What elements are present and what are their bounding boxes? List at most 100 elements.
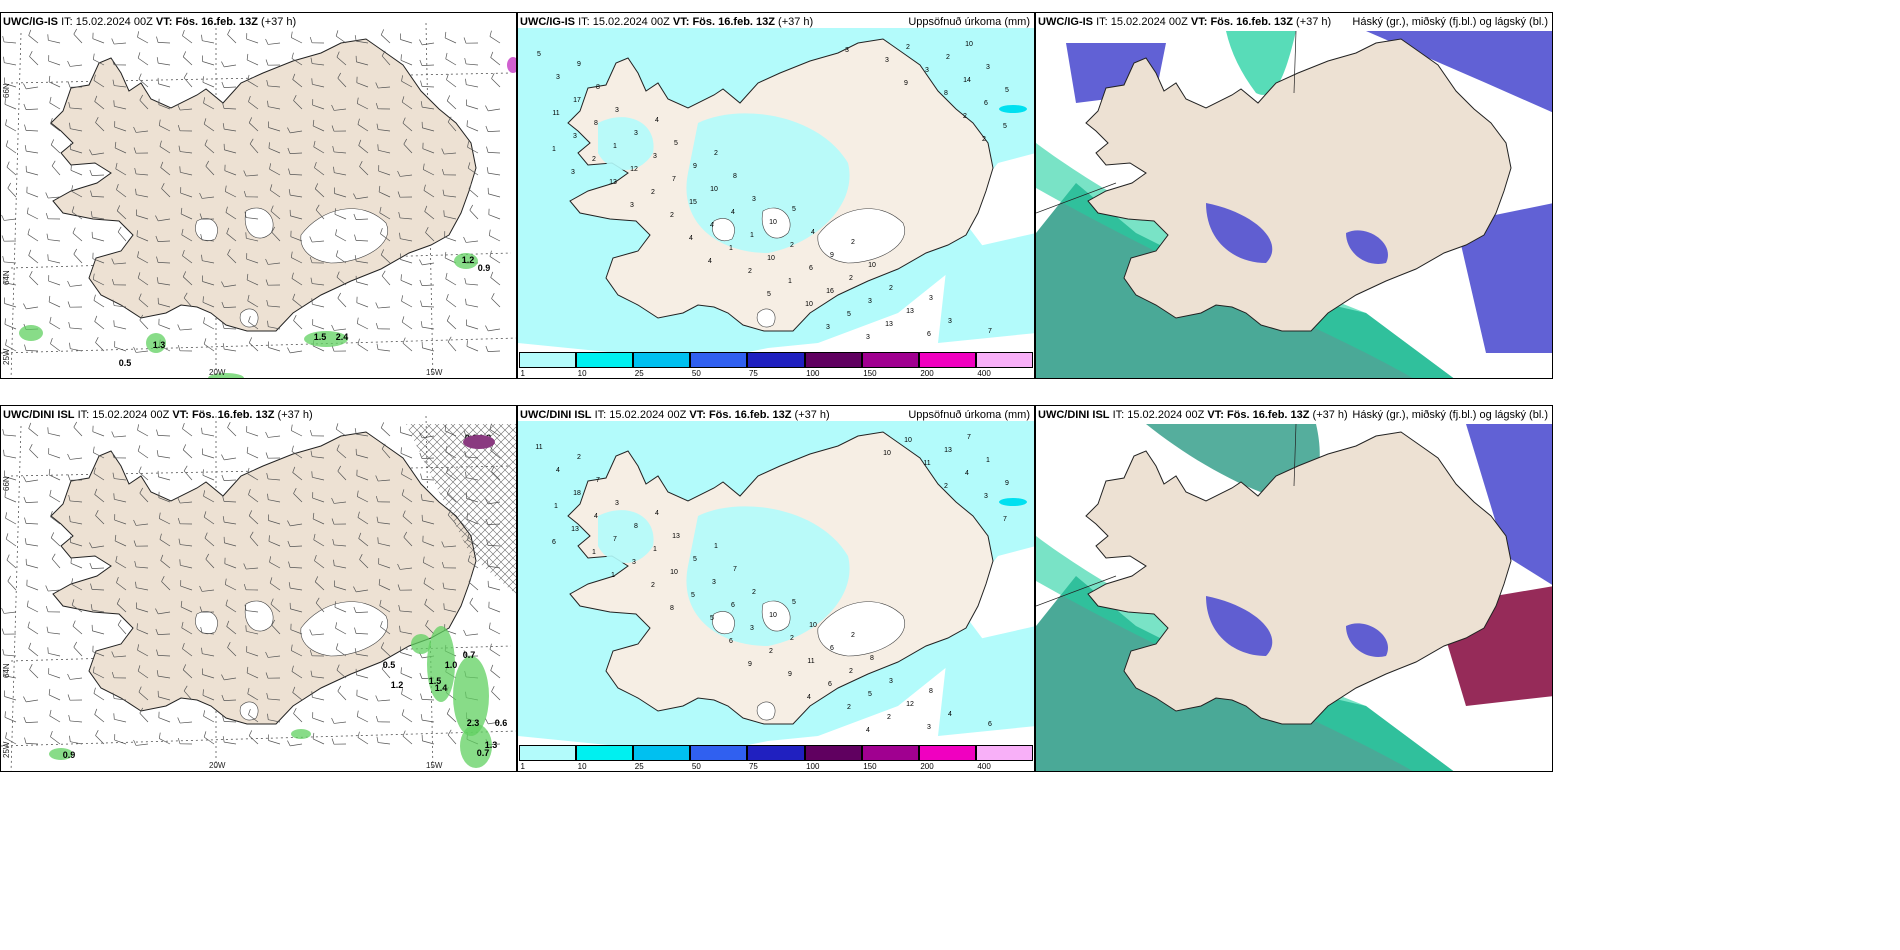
lon-label-15w: 15W	[426, 368, 443, 377]
precip-value: 13	[672, 533, 680, 540]
vt-label: VT:	[689, 409, 706, 421]
precip-value: 18	[573, 490, 581, 497]
precip-value: 1	[788, 278, 792, 285]
colorbar-swatch	[519, 352, 577, 368]
lat-label-66n: 66N	[2, 476, 11, 491]
precip-value: 10	[965, 41, 973, 48]
precip-value: 13	[885, 321, 893, 328]
precip-value: 3	[556, 74, 560, 81]
precip-value: 11	[552, 110, 559, 117]
precip-value: 1	[750, 232, 754, 239]
colorbar-swatch	[690, 745, 748, 761]
precip-value: 1	[653, 546, 657, 553]
it-time: 15.02.2024 00Z	[609, 409, 687, 421]
colorbar-tick: 50	[691, 369, 701, 378]
wind-precip-label: 0.6	[495, 718, 508, 728]
map-panel-precip-dini[interactable]: UWC/DINI ISL IT: 15.02.2024 00Z VT: Fös.…	[517, 405, 1035, 772]
precip-value: 3	[712, 579, 716, 586]
precip-value: 1	[714, 543, 718, 550]
precip-value: 3	[868, 298, 872, 305]
lon-label-20w: 20W	[209, 368, 226, 377]
precip-value: 12	[630, 166, 638, 173]
colorbar-swatch	[804, 352, 862, 368]
it-label: IT:	[578, 16, 590, 28]
panel-title-precip: Uppsöfnuð úrkoma (mm)	[908, 16, 1030, 28]
lead-time: (+37 h)	[794, 409, 830, 421]
precip-value: 8	[670, 605, 674, 612]
precip-value: 9	[693, 163, 697, 170]
precip-value: 10	[670, 569, 678, 576]
vt-time: Fös. 16.feb. 13Z	[191, 409, 275, 421]
vt-label: VT:	[155, 16, 173, 28]
precip-value: 13	[609, 179, 617, 186]
precip-value: 3	[653, 153, 657, 160]
model-name: UWC/IG-IS	[1038, 16, 1093, 28]
map-panel-wind-igis[interactable]: UWC/IG-IS IT: 15.02.2024 00Z VT: Fös. 16…	[0, 12, 517, 379]
precip-value: 6	[927, 331, 931, 338]
lead-time: (+37 h)	[261, 16, 297, 28]
precip-value: 6	[830, 645, 834, 652]
model-name: UWC/DINI ISL	[520, 409, 592, 421]
precip-colorbar: 1 10 25 50 75 100 150 200 400	[519, 745, 1033, 771]
precip-value: 4	[948, 711, 952, 718]
precip-value: 3	[634, 130, 638, 137]
precip-value: 13	[906, 308, 914, 315]
model-name: UWC/IG-IS	[520, 16, 575, 28]
map-panel-precip-igis[interactable]: UWC/IG-IS IT: 15.02.2024 00Z VT: Fös. 16…	[517, 12, 1035, 379]
precip-value: 3	[929, 295, 933, 302]
precip-value: 10	[904, 437, 912, 444]
wind-precip-label: 1.2	[462, 255, 475, 265]
vt-time: Fös. 16.feb. 13Z	[175, 16, 258, 28]
precip-value: 3	[752, 196, 756, 203]
precip-value: 6	[729, 638, 733, 645]
wind-precip-label: 1.3	[153, 340, 166, 350]
vt-label: VT:	[672, 16, 690, 28]
wind-precip-label: 0.9	[63, 750, 76, 760]
precip-value: 7	[672, 176, 676, 183]
precip-value: 9	[830, 252, 834, 259]
precip-value: 5	[1003, 123, 1007, 130]
precip-value: 14	[963, 77, 971, 84]
cloud-map	[1036, 13, 1552, 378]
vt-label: VT:	[1207, 409, 1224, 421]
colorbar-swatch	[519, 745, 577, 761]
precip-value: 10	[769, 612, 777, 619]
panel-header: UWC/IG-IS IT: 15.02.2024 00Z VT: Fös. 16…	[520, 16, 813, 28]
precip-value: 2	[849, 275, 853, 282]
precip-value: 17	[573, 97, 581, 104]
it-label: IT:	[77, 409, 90, 421]
map-panel-wind-dini[interactable]: UWC/DINI ISL IT: 15.02.2024 00Z VT: Fös.…	[0, 405, 517, 772]
precip-value: 5	[710, 615, 714, 622]
map-panel-cloud-dini[interactable]: UWC/DINI ISL IT: 15.02.2024 00Z VT: Fös.…	[1035, 405, 1553, 772]
precip-value: 7	[733, 566, 737, 573]
precip-value: 5	[674, 140, 678, 147]
precip-value: 3	[615, 500, 619, 507]
colorbar-tick: 25	[634, 762, 644, 771]
precip-map: 2126458778111310432345678101218321123465…	[518, 406, 1034, 771]
iceland-land	[1085, 38, 1512, 332]
colorbar-swatch	[861, 745, 919, 761]
vt-time: Fös. 16.feb. 13Z	[708, 409, 792, 421]
precip-value: 9	[748, 661, 752, 668]
precip-value: 4	[655, 510, 659, 517]
precip-value: 11	[807, 658, 814, 665]
wind-precip-label: 2.4	[336, 332, 349, 342]
precip-value: 7	[613, 536, 617, 543]
precip-value: 2	[790, 635, 794, 642]
precip-value: 1	[552, 146, 556, 153]
colorbar-tick: 75	[748, 762, 758, 771]
precip-value: 8	[594, 120, 598, 127]
precip-value: 8	[596, 84, 600, 91]
it-time: 15.02.2024 00Z	[92, 409, 170, 421]
vt-time: Fös. 16.feb. 13Z	[692, 16, 775, 28]
wind-precip-label: 1.5	[314, 332, 327, 342]
precip-value: 2	[714, 150, 718, 157]
precip-value: 5	[868, 691, 872, 698]
precip-value: 3	[927, 724, 931, 731]
map-panel-cloud-igis[interactable]: UWC/IG-IS IT: 15.02.2024 00Z VT: Fös. 16…	[1035, 12, 1553, 379]
colorbar-tick: 150	[863, 762, 877, 771]
precip-value: 3	[866, 334, 870, 341]
lon-label-20w: 20W	[209, 761, 226, 770]
precip-value: 5	[693, 556, 697, 563]
precip-value: 2	[651, 582, 655, 589]
